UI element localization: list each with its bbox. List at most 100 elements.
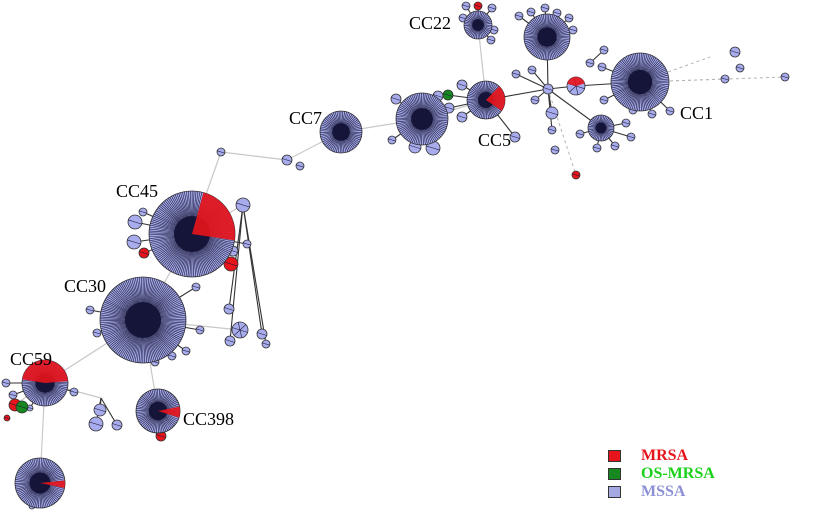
tree-node: [261, 339, 271, 349]
node-spoke: [16, 404, 23, 408]
node-spoke: [192, 285, 197, 288]
node-spoke: [477, 5, 482, 8]
node-hub: [332, 123, 350, 141]
tree-node: [3, 414, 11, 422]
tree-node: [138, 247, 150, 259]
node-spoke: [426, 145, 434, 149]
node-spoke: [569, 28, 574, 31]
legend-swatch-mssa: [608, 486, 621, 498]
node-spoke: [232, 250, 238, 253]
tree-node: [14, 457, 66, 509]
node-spoke: [611, 144, 616, 147]
node-hub: [124, 301, 162, 339]
cc-label-cc7: CC7: [289, 108, 322, 128]
node-spoke: [433, 94, 439, 97]
tree-node: [442, 89, 454, 101]
tree-node: [148, 190, 236, 278]
node-spoke: [461, 116, 467, 119]
tree-node: [319, 110, 363, 154]
tree-node: [585, 58, 595, 68]
tree-node: [610, 52, 670, 112]
node-spoke: [395, 98, 401, 101]
node-spoke: [627, 135, 632, 138]
node-spoke: [195, 286, 200, 289]
node-spoke: [9, 393, 14, 396]
legend-swatch-os-mrsa: [608, 468, 621, 480]
node-spoke: [228, 308, 234, 311]
node-spoke: [518, 15, 523, 18]
mrsa-sector: [486, 86, 505, 111]
tree-node: [295, 161, 305, 171]
node-hub: [472, 19, 484, 31]
node-spoke: [739, 67, 744, 70]
node-spoke: [575, 174, 580, 177]
node-spoke: [142, 211, 147, 214]
node-spoke: [182, 349, 187, 352]
tree-node: [511, 69, 521, 79]
node-spoke: [230, 263, 238, 267]
tree-node: [281, 154, 293, 166]
node-spoke: [232, 327, 241, 331]
node-spoke: [491, 7, 496, 10]
node-hub: [627, 69, 653, 95]
node-spoke: [246, 243, 251, 246]
node-spoke: [409, 144, 416, 148]
node-spoke: [600, 48, 605, 51]
tree-node: [387, 135, 397, 145]
tree-node: [15, 400, 29, 414]
node-spoke: [510, 135, 516, 138]
tree-node: [127, 214, 143, 230]
node-spoke: [156, 434, 162, 437]
node-spoke: [99, 409, 106, 413]
node-spoke: [6, 417, 10, 420]
node-spoke: [168, 354, 173, 357]
tree-node: [575, 129, 585, 139]
tree-edge: [220, 151, 288, 161]
node-spoke: [551, 112, 558, 116]
node-spoke: [286, 159, 292, 162]
cc-label-cc398: CC398: [183, 409, 234, 429]
cc-labels: CC22 CC1 CC5 CC7 CC45 CC30 CC59 CC398: [10, 13, 713, 429]
node-spoke: [9, 402, 16, 406]
tree-node: [568, 25, 578, 35]
node-spoke: [239, 329, 243, 338]
tree-node: [111, 419, 123, 431]
node-spoke: [448, 107, 454, 110]
tree-node: [564, 13, 574, 23]
node-spoke: [548, 128, 553, 131]
legend-label-mrsa: MRSA: [641, 447, 689, 464]
node-spoke: [116, 424, 122, 427]
tree-edge: [229, 204, 244, 342]
node-spoke: [112, 423, 118, 426]
node-spoke: [598, 65, 603, 68]
node-spoke: [543, 87, 549, 90]
tree-node: [592, 143, 602, 153]
node-spoke: [625, 122, 630, 125]
tree-node: [88, 416, 104, 432]
node-spoke: [531, 98, 536, 101]
mrsa-sector: [40, 480, 66, 488]
node-spoke: [553, 11, 558, 14]
tree-node: [599, 95, 609, 105]
node-spoke: [534, 99, 539, 102]
node-spoke: [432, 147, 440, 151]
node-spoke: [576, 132, 581, 135]
node-spoke: [546, 110, 553, 114]
tree-node: [92, 328, 102, 338]
tree-node: [181, 346, 191, 356]
node-spoke: [572, 29, 577, 32]
tree-node: [138, 207, 148, 217]
node-spoke: [541, 6, 546, 9]
tree-edge: [228, 204, 244, 310]
tree-node: [99, 276, 187, 364]
node-spoke: [414, 146, 421, 150]
node-spoke: [669, 110, 674, 113]
legend-label-os-mrsa: OS-MRSA: [641, 465, 715, 482]
tree-node: [610, 141, 620, 151]
node-spoke: [579, 133, 584, 136]
node-spoke: [89, 421, 97, 425]
node-spoke: [527, 10, 532, 13]
node-spoke: [462, 4, 467, 7]
tree-node: [93, 403, 107, 417]
node-spoke: [296, 164, 301, 167]
